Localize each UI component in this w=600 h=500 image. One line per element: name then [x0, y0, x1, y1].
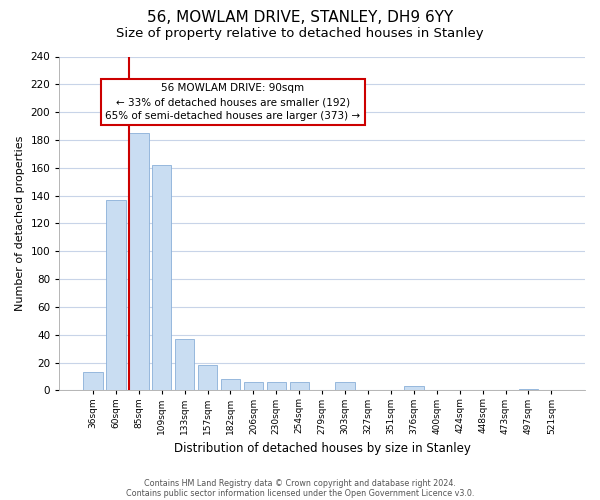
Text: Contains HM Land Registry data © Crown copyright and database right 2024.: Contains HM Land Registry data © Crown c… — [144, 478, 456, 488]
Bar — [266, 382, 286, 390]
Bar — [152, 165, 172, 390]
Bar — [175, 339, 194, 390]
Text: Size of property relative to detached houses in Stanley: Size of property relative to detached ho… — [116, 28, 484, 40]
Bar — [83, 372, 103, 390]
Bar — [106, 200, 125, 390]
Bar — [335, 382, 355, 390]
Bar — [129, 133, 149, 390]
Bar — [404, 386, 424, 390]
Text: Contains public sector information licensed under the Open Government Licence v3: Contains public sector information licen… — [126, 488, 474, 498]
Text: 56 MOWLAM DRIVE: 90sqm
← 33% of detached houses are smaller (192)
65% of semi-de: 56 MOWLAM DRIVE: 90sqm ← 33% of detached… — [105, 83, 361, 121]
Bar — [519, 389, 538, 390]
X-axis label: Distribution of detached houses by size in Stanley: Distribution of detached houses by size … — [174, 442, 470, 455]
Bar — [221, 379, 240, 390]
Text: 56, MOWLAM DRIVE, STANLEY, DH9 6YY: 56, MOWLAM DRIVE, STANLEY, DH9 6YY — [147, 10, 453, 25]
Y-axis label: Number of detached properties: Number of detached properties — [15, 136, 25, 311]
Bar — [290, 382, 309, 390]
Bar — [244, 382, 263, 390]
Bar — [198, 366, 217, 390]
